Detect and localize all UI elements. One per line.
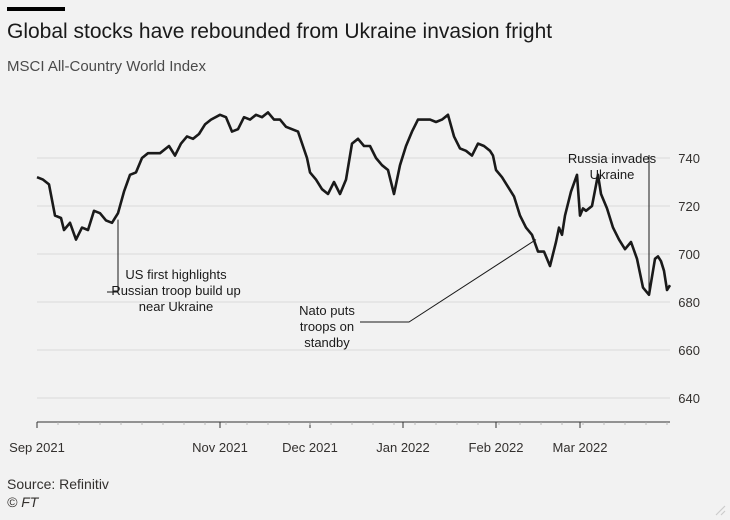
- copyright-credit: © FT: [7, 494, 39, 510]
- y-tick-label: 700: [678, 247, 700, 262]
- y-tick-label: 720: [678, 199, 700, 214]
- series-line: [36, 111, 672, 297]
- annotation-text-nato: Nato puts: [299, 303, 355, 318]
- y-tick-label: 740: [678, 151, 700, 166]
- annotation-text-us: US first highlights: [125, 267, 227, 282]
- x-tick-label: Nov 2021: [192, 440, 248, 455]
- resize-handle-icon: [715, 505, 726, 516]
- x-tick-label: Mar 2022: [553, 440, 608, 455]
- y-tick-label: 680: [678, 295, 700, 310]
- chart-subtitle: MSCI All-Country World Index: [7, 58, 206, 75]
- source-note: Source: Refinitiv: [7, 476, 109, 492]
- y-tick-label: 640: [678, 391, 700, 406]
- chart-area: 640 660 680 700 720 740 Sep 2021 Nov 2021 Dec 20…: [9, 111, 700, 455]
- chart-title: Global stocks have rebounded from Ukrain…: [7, 20, 553, 43]
- annotation-text-nato: troops on: [300, 319, 354, 334]
- annotation-connector-us: [107, 219, 119, 293]
- annotation-text-us: Russian troop build up: [111, 283, 240, 298]
- annotation-text-russia: Ukraine: [590, 167, 635, 182]
- annotation-text-russia: Russia invades: [568, 151, 657, 166]
- x-tick-label: Jan 2022: [376, 440, 430, 455]
- brand-accent-bar: [7, 7, 65, 11]
- x-tick-label: Dec 2021: [282, 440, 338, 455]
- y-tick-label: 660: [678, 343, 700, 358]
- annotation-text-us: near Ukraine: [139, 299, 213, 314]
- x-tick-label: Feb 2022: [469, 440, 524, 455]
- annotation-text-nato: standby: [304, 335, 350, 350]
- x-tick-label: Sep 2021: [9, 440, 65, 455]
- annotation-connector-nato: [360, 239, 537, 323]
